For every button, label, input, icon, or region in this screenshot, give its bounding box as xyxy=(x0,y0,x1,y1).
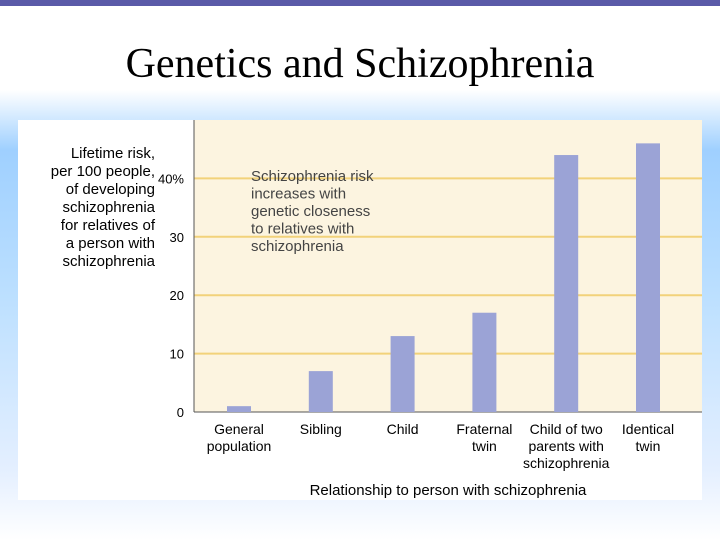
x-category-label-line: twin xyxy=(472,438,497,454)
y-axis-label-line: Lifetime risk, xyxy=(70,145,155,162)
y-axis-label-line: for relatives of xyxy=(60,217,155,234)
x-category-label-line: Sibling xyxy=(300,421,342,437)
annotation-line: genetic closeness xyxy=(251,203,370,220)
x-category-label: Fraternal twin xyxy=(456,421,512,454)
y-tick-label: 20 xyxy=(170,288,184,303)
x-category-label-line: Identical xyxy=(622,421,674,437)
bar xyxy=(554,155,579,412)
bar xyxy=(390,336,415,412)
x-category-label: Identical twin xyxy=(622,421,674,454)
y-axis-label: Lifetime risk, per 100 people, of developi… xyxy=(28,145,155,271)
x-category-label: General population xyxy=(207,421,272,454)
y-axis-label-line: of developing xyxy=(65,181,155,198)
x-category-label-line: parents with xyxy=(528,438,603,454)
y-axis-label-line: per 100 people, xyxy=(50,163,155,180)
x-category-label-line: schizophrenia xyxy=(523,455,610,471)
slide-title: Genetics and Schizophrenia xyxy=(125,41,595,87)
x-category-label: Child of two parents with schizophrenia xyxy=(523,421,610,471)
y-axis-label-line: schizophrenia xyxy=(62,199,155,216)
bar xyxy=(472,312,497,412)
x-axis-label: Relationship to person with schizophreni… xyxy=(310,482,587,499)
plot-area xyxy=(194,120,702,412)
annotation-line: schizophrenia xyxy=(251,238,344,255)
bar xyxy=(227,406,251,412)
x-category-label-line: General xyxy=(214,421,264,437)
top-accent-bar xyxy=(0,0,720,6)
annotation-line: increases with xyxy=(251,186,346,203)
annotation-line: Schizophrenia risk xyxy=(251,168,374,185)
chart-figure: Lifetime risk, per 100 people, of developi… xyxy=(18,120,702,500)
bar-chart: 0 10 20 30 40% Schizophrenia risk increases wi… xyxy=(158,120,702,499)
x-category-label-line: Child of two xyxy=(530,421,603,437)
y-axis-label-line: schizophrenia xyxy=(62,253,155,270)
x-category-label-line: population xyxy=(207,438,272,454)
y-tick-label: 30 xyxy=(170,230,184,245)
y-tick-label: 10 xyxy=(170,347,184,362)
x-category-label-line: Fraternal xyxy=(456,421,512,437)
bar xyxy=(636,143,660,413)
x-category-label: Child xyxy=(387,421,419,437)
x-category-label-line: twin xyxy=(636,438,661,454)
annotation-line: to relatives with xyxy=(251,221,354,238)
chart-annotation: Schizophrenia risk increases with genetic … xyxy=(251,168,374,255)
x-category-label-line: Child xyxy=(387,421,419,437)
y-tick-label: 40% xyxy=(158,171,184,186)
bar xyxy=(308,371,333,412)
x-category-label: Sibling xyxy=(300,421,342,437)
y-axis-label-line: a person with xyxy=(65,235,155,252)
y-tick-label: 0 xyxy=(177,405,184,420)
